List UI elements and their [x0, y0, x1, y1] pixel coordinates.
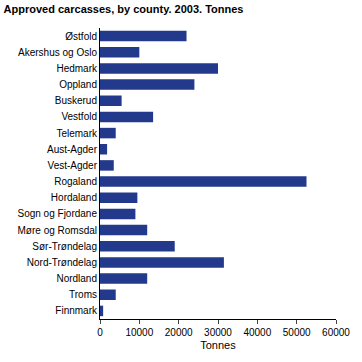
svg-text:50000: 50000 [283, 327, 311, 338]
svg-text:Vest-Agder: Vest-Agder [48, 160, 98, 171]
svg-text:Møre og Romsdal: Møre og Romsdal [18, 225, 97, 236]
svg-text:Buskerud: Buskerud [55, 95, 97, 106]
svg-text:Nordland: Nordland [56, 273, 97, 284]
svg-text:Østfold: Østfold [65, 31, 97, 42]
svg-text:Approved carcasses, by county.: Approved carcasses, by county. 2003. Ton… [4, 3, 244, 15]
svg-text:10000: 10000 [125, 327, 153, 338]
svg-text:Oppland: Oppland [59, 79, 97, 90]
svg-text:Akershus og Oslo: Akershus og Oslo [18, 47, 97, 58]
svg-text:Vestfold: Vestfold [61, 111, 97, 122]
svg-text:Sør-Trøndelag: Sør-Trøndelag [32, 241, 97, 252]
svg-text:0: 0 [97, 327, 103, 338]
svg-text:Troms: Troms [69, 289, 97, 300]
svg-text:20000: 20000 [165, 327, 193, 338]
svg-text:Tonnes: Tonnes [200, 339, 236, 351]
svg-text:Hedmark: Hedmark [56, 63, 98, 74]
svg-text:Sogn og Fjordane: Sogn og Fjordane [17, 208, 97, 219]
svg-text:30000: 30000 [204, 327, 232, 338]
svg-text:Rogaland: Rogaland [54, 176, 97, 187]
svg-text:Finnmark: Finnmark [55, 305, 98, 316]
svg-text:40000: 40000 [243, 327, 271, 338]
svg-text:Telemark: Telemark [56, 128, 98, 139]
svg-text:Aust-Agder: Aust-Agder [47, 144, 98, 155]
svg-text:Hordaland: Hordaland [51, 192, 97, 203]
svg-text:60000: 60000 [322, 327, 350, 338]
svg-text:Nord-Trøndelag: Nord-Trøndelag [27, 257, 97, 268]
